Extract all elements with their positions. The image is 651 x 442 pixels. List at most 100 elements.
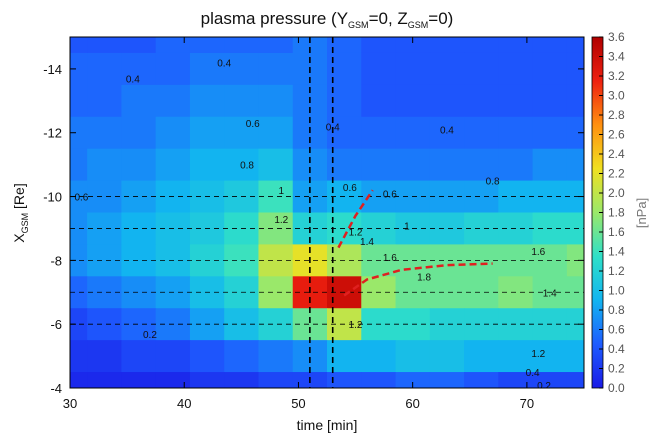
heat-cell — [532, 148, 568, 182]
heat-cell — [224, 116, 259, 150]
heat-cell — [361, 84, 397, 118]
heat-cell — [361, 52, 397, 86]
contour-label: 1.6 — [383, 253, 397, 264]
contour-label: 0.4 — [326, 122, 340, 133]
heat-cell — [395, 372, 431, 388]
heat-cell — [395, 148, 431, 182]
heat-cell — [498, 52, 534, 86]
contour-label: 1 — [279, 186, 285, 197]
heat-cell — [258, 37, 294, 54]
contour-label: 0.2 — [143, 330, 157, 341]
heat-cell — [70, 84, 88, 118]
y-tick-label: -6 — [50, 317, 62, 332]
heat-cell — [155, 84, 191, 118]
heat-cell — [87, 84, 122, 118]
contour-label: 1.2 — [274, 215, 288, 226]
y-tick-label: -14 — [43, 62, 62, 77]
heat-cell — [87, 52, 122, 86]
heat-cell — [121, 37, 157, 54]
heat-cell — [566, 52, 584, 86]
red-curve — [337, 189, 374, 249]
heat-cell — [87, 372, 122, 388]
heat-cell — [258, 84, 294, 118]
title-part: plasma pressure (Y — [201, 9, 348, 28]
contour-label: 1.6 — [531, 247, 545, 258]
contour-label: 0.4 — [126, 74, 140, 85]
contour-label: 0.4 — [217, 59, 231, 70]
heat-cell — [258, 148, 294, 182]
colorbar-tick-label: 3.0 — [608, 89, 625, 103]
heat-cell — [532, 37, 568, 54]
heat-cell — [292, 148, 328, 182]
contour-label: 0.6 — [343, 183, 357, 194]
colorbar-tick-label: 1.0 — [608, 284, 625, 298]
colorbar-tick-label: 1.4 — [608, 245, 625, 259]
heat-cell — [155, 372, 191, 388]
contour-label: 0.2 — [537, 381, 551, 392]
red-curve — [343, 262, 493, 297]
colorbar-tick-label: 1.2 — [608, 264, 625, 278]
heat-cell — [464, 340, 499, 373]
heat-cell — [87, 116, 122, 150]
heat-cell — [327, 37, 362, 54]
colorbar-tick-label: 3.6 — [608, 30, 625, 44]
heat-cell — [429, 116, 465, 150]
heat-cell — [464, 37, 499, 54]
heat-cell — [189, 372, 225, 388]
heat-cell — [532, 340, 568, 373]
heat-cell — [395, 340, 431, 373]
y-tick-label: -4 — [50, 381, 62, 396]
heat-cell — [464, 52, 499, 86]
heat-cell — [532, 372, 568, 388]
heat-cell — [532, 52, 568, 86]
colorbar-tick-label: 0.4 — [608, 342, 625, 356]
heat-cell — [327, 148, 362, 182]
heat-cell — [429, 148, 465, 182]
heat-cell — [498, 148, 534, 182]
colorbar-tick-label: 0.2 — [608, 362, 625, 376]
heat-cell — [429, 52, 465, 86]
heat-cell — [189, 84, 225, 118]
heat-cell — [498, 84, 534, 118]
heat-cell — [121, 148, 157, 182]
heat-cell — [87, 148, 122, 182]
heat-cell — [532, 116, 568, 150]
contour-label: 1.4 — [543, 288, 557, 299]
colorbar-tick-label: 2.0 — [608, 186, 625, 200]
heat-cell — [292, 37, 328, 54]
overlay: 0.40.40.60.811.20.60.4 0.40.60.60.81.21.4… — [70, 37, 584, 392]
heat-cell — [361, 148, 397, 182]
contour-label: 1.2 — [531, 349, 545, 360]
ylabel-part: X — [11, 233, 27, 243]
heat-cell — [258, 340, 294, 373]
colorbar-tick-label: 0.8 — [608, 303, 625, 317]
heat-cell — [361, 116, 397, 150]
heat-cell — [327, 372, 362, 388]
heat-cell — [189, 52, 225, 86]
heat-cell — [70, 244, 88, 277]
heat-cell — [121, 84, 157, 118]
heat-cell — [70, 180, 88, 213]
x-tick-label: 70 — [520, 396, 534, 411]
heat-cell — [464, 116, 499, 150]
contour-label: 0.8 — [240, 161, 254, 172]
heat-cell — [155, 340, 191, 373]
heat-cell — [498, 372, 534, 388]
heat-cell — [498, 37, 534, 54]
contour-label: 1.4 — [360, 237, 374, 248]
heat-cell — [395, 37, 431, 54]
heat-cell — [395, 52, 431, 86]
ylabel-part: [Re] — [11, 183, 27, 213]
heat-cell — [87, 340, 122, 373]
heat-cell — [87, 37, 122, 54]
heat-cell — [189, 340, 225, 373]
contour-label: 1.2 — [349, 320, 363, 331]
heat-cell — [566, 84, 584, 118]
title-part: =0, Z — [369, 9, 408, 28]
heat-cell — [189, 116, 225, 150]
heat-cell — [429, 84, 465, 118]
heat-cell — [566, 148, 584, 182]
colorbar-tick-label: 2.8 — [608, 108, 625, 122]
x-axis-label: time [min] — [297, 417, 358, 433]
